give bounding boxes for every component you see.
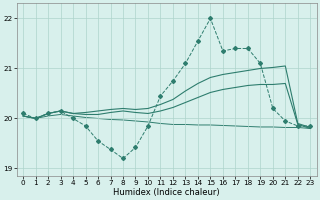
X-axis label: Humidex (Indice chaleur): Humidex (Indice chaleur) <box>113 188 220 197</box>
